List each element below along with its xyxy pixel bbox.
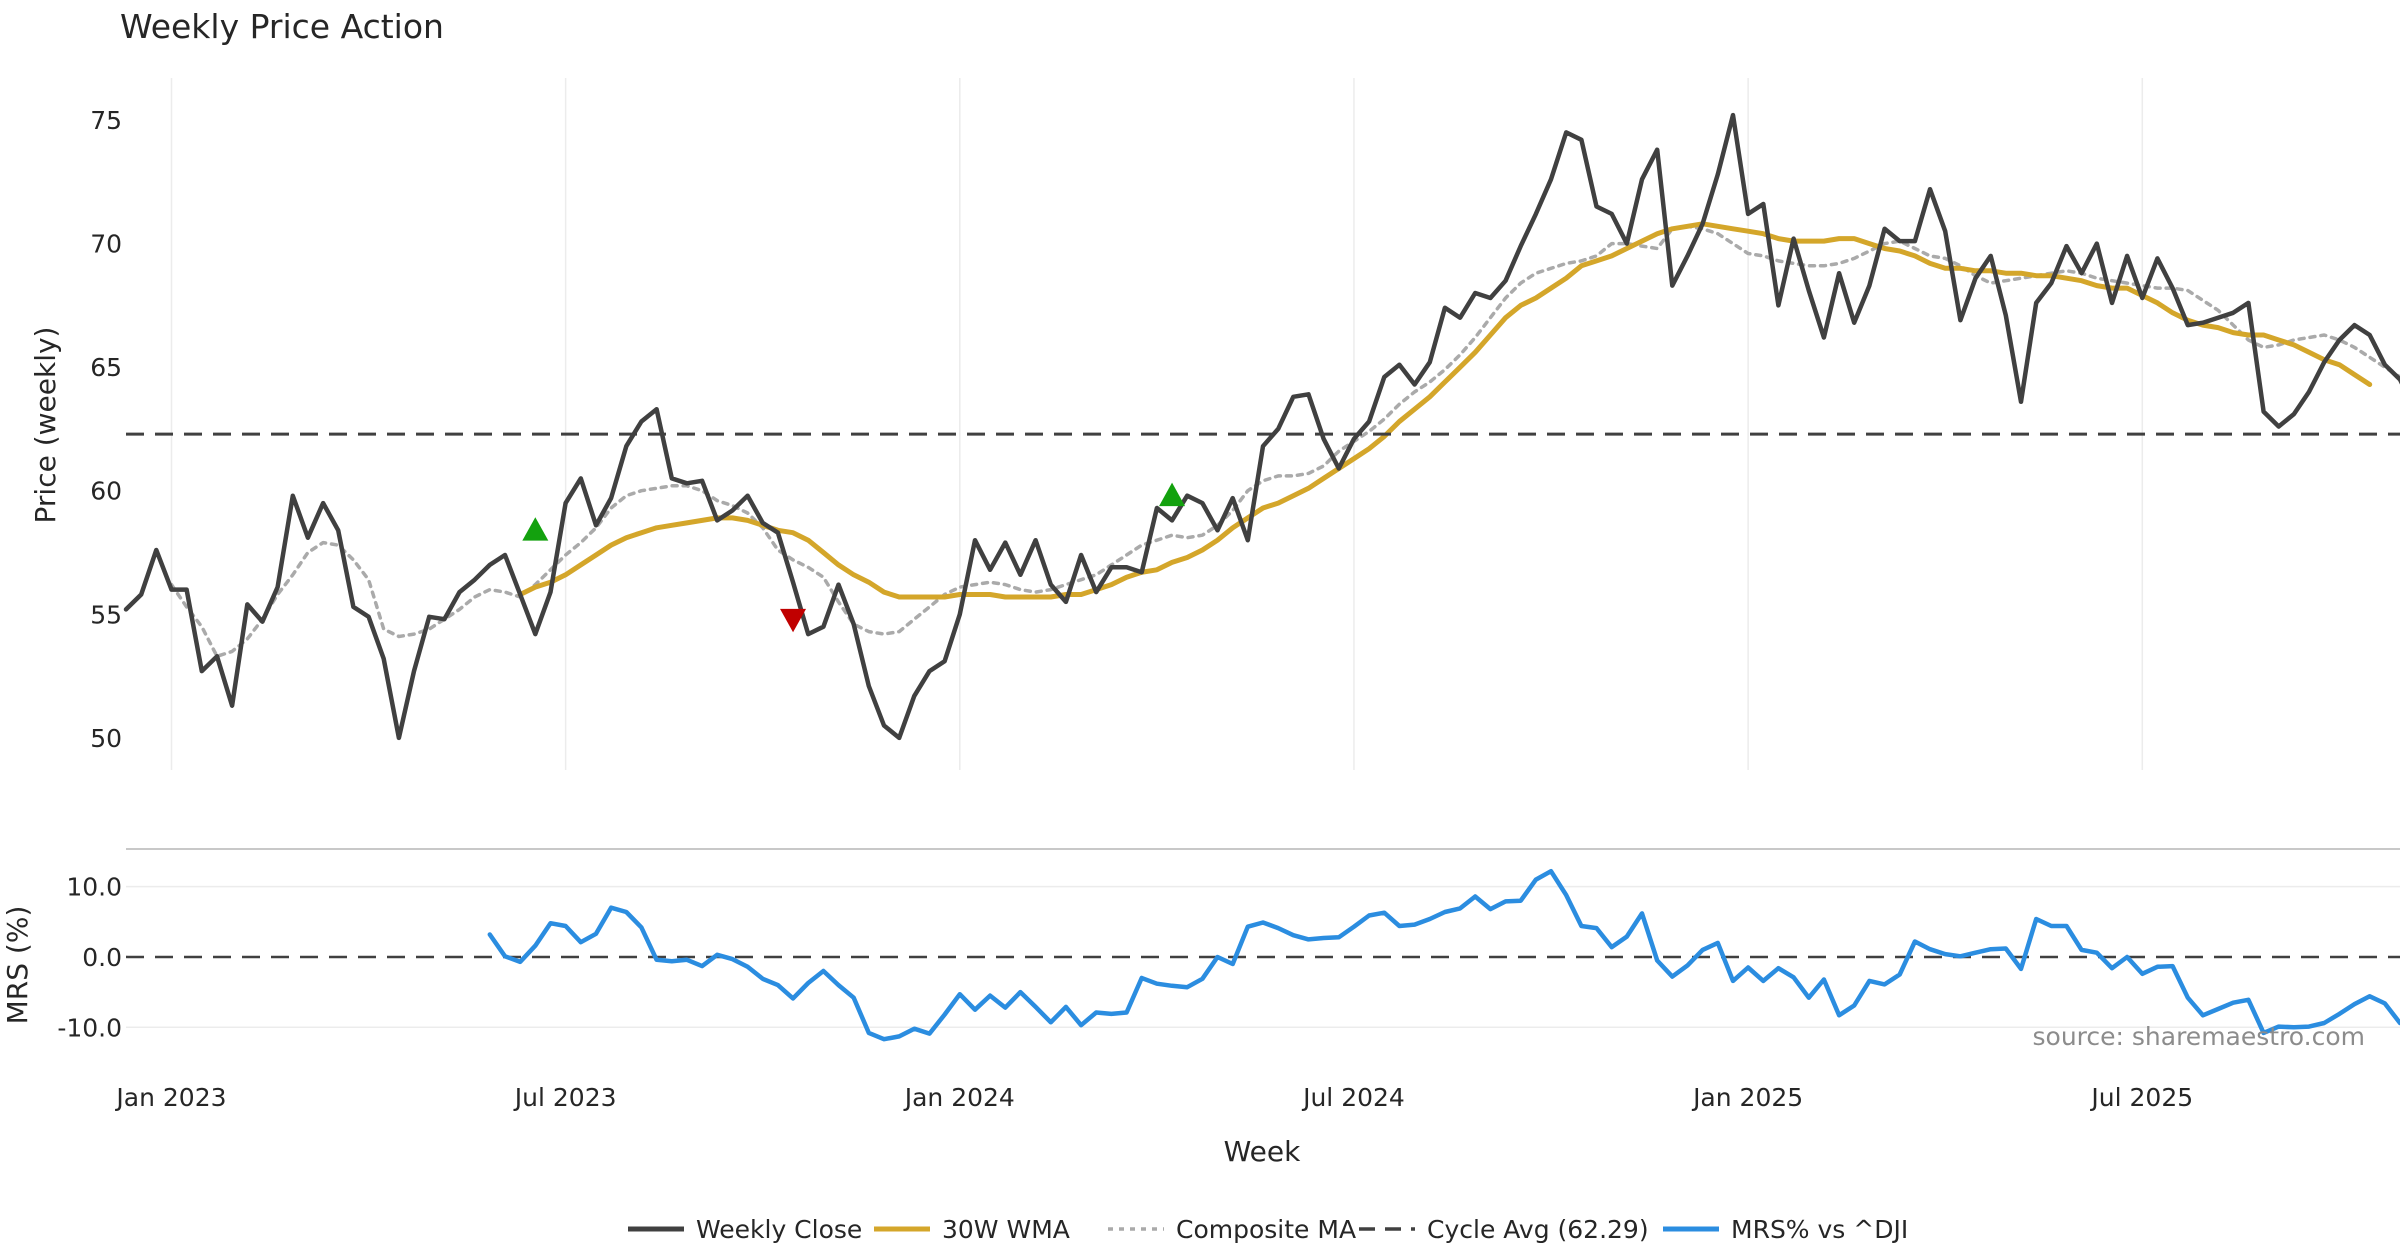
series-mrs-vs-dji	[487, 868, 2400, 1042]
mrs-ytick-1: 0.0	[82, 943, 122, 972]
xtick-jul-2025: Jul 2025	[2089, 1083, 2193, 1112]
price-ytick-60: 60	[90, 477, 122, 506]
xtick-jan-2023: Jan 2023	[114, 1083, 226, 1112]
xtick-jul-2024: Jul 2024	[1301, 1083, 1405, 1112]
price-axis-label: Price (weekly)	[29, 327, 62, 524]
legend-label-0: Weekly Close	[696, 1215, 862, 1244]
legend-label-1: 30W WMA	[942, 1215, 1070, 1244]
price-ytick-75: 75	[90, 106, 122, 135]
chart-title: Weekly Price Action	[120, 7, 444, 46]
mrs-panel: 10.0 0.0 -10.0	[57, 868, 2400, 1043]
sell-signal-marker-1	[780, 608, 807, 633]
mrs-y-ticks: 10.0 0.0 -10.0	[57, 873, 122, 1043]
legend: Weekly Close 30W WMA Composite MA Cycle Avg…	[628, 1215, 1908, 1244]
legend-label-3: Cycle Avg (62.29)	[1427, 1215, 1649, 1244]
buy-signal-marker-2	[1159, 482, 1186, 507]
price-panel: 50 55 60 65 70 75	[90, 78, 2400, 770]
mrs-ytick-0: 10.0	[66, 873, 122, 902]
mrs-series	[126, 868, 2400, 1042]
buy-signal-marker-0	[522, 517, 549, 541]
mrs-gridlines	[126, 885, 2400, 1029]
price-series	[123, 112, 2400, 741]
price-ytick-50: 50	[90, 724, 122, 753]
price-y-ticks: 50 55 60 65 70 75	[90, 106, 122, 753]
mrs-axis-label: MRS (%)	[1, 906, 34, 1025]
price-ytick-70: 70	[90, 230, 122, 259]
xtick-jan-2024: Jan 2024	[903, 1083, 1015, 1112]
price-ytick-65: 65	[90, 353, 122, 382]
price-ytick-55: 55	[90, 600, 122, 629]
series-composite-ma	[169, 224, 2400, 659]
series-weekly-close	[123, 112, 2400, 741]
legend-label-2: Composite MA	[1176, 1215, 1356, 1244]
source-annotation: source: sharemaestro.com	[2033, 1022, 2366, 1051]
legend-label-4: MRS% vs ^DJI	[1731, 1215, 1908, 1244]
xtick-jan-2025: Jan 2025	[1691, 1083, 1803, 1112]
signal-markers	[522, 482, 1186, 633]
series-30w-wma	[517, 221, 2373, 600]
xtick-jul-2023: Jul 2023	[513, 1083, 617, 1112]
x-axis-label: Week	[1224, 1135, 1301, 1168]
price-gridlines	[170, 78, 2144, 770]
mrs-ytick-2: -10.0	[57, 1013, 122, 1042]
x-tick-labels: Jan 2023 Jul 2023 Jan 2024 Jul 2024 Jan 2025…	[114, 1083, 2193, 1112]
